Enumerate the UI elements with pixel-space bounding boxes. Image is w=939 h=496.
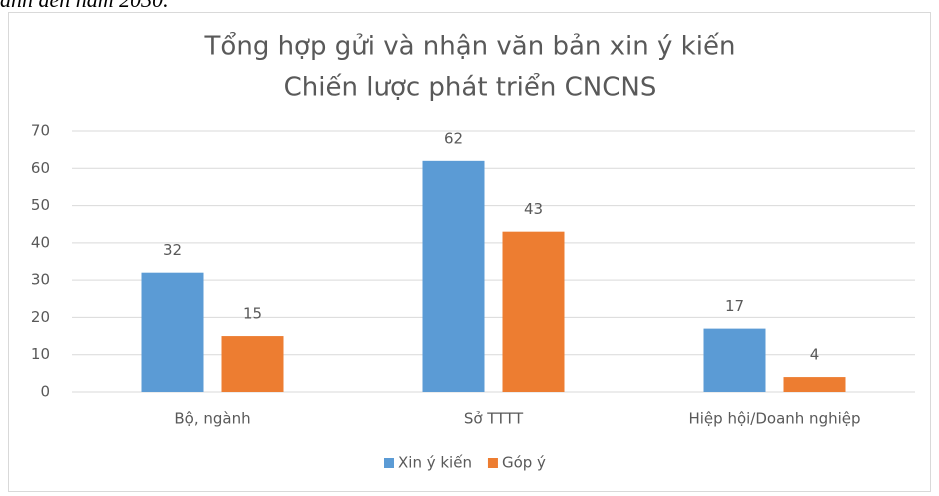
data-label: 43 [524, 200, 543, 218]
y-tick-label: 20 [31, 308, 50, 326]
y-tick-label: 50 [31, 196, 50, 214]
x-tick-label: Bộ, ngành [174, 410, 250, 428]
legend-swatch [487, 458, 498, 468]
y-tick-label: 30 [31, 271, 50, 289]
bar [422, 160, 485, 392]
chart-subtitle: Chiến lược phát triển CNCNS [284, 72, 657, 103]
legend-label: Xin ý kiến [398, 454, 472, 472]
data-label: 62 [444, 129, 463, 147]
bar [502, 231, 565, 392]
legend-label: Góp ý [502, 454, 546, 472]
bar [703, 328, 766, 392]
legend-swatch [384, 458, 394, 468]
data-label: 17 [725, 297, 744, 315]
y-tick-label: 40 [31, 233, 50, 251]
x-tick-label: Hiệp hội/Doanh nghiệp [688, 410, 860, 428]
x-tick-label: Sở TTTT [464, 410, 524, 428]
y-tick-label: 10 [31, 345, 50, 363]
y-tick-label: 0 [40, 383, 50, 401]
bar [783, 377, 846, 392]
chart-title: Tổng hợp gửi và nhận văn bản xin ý kiến [204, 31, 736, 62]
data-label: 4 [810, 346, 820, 364]
bar [141, 272, 204, 392]
bar [221, 336, 284, 392]
data-label: 15 [243, 305, 262, 323]
y-tick-label: 70 [31, 122, 50, 140]
data-label: 32 [163, 241, 182, 259]
y-tick-label: 60 [31, 159, 50, 177]
